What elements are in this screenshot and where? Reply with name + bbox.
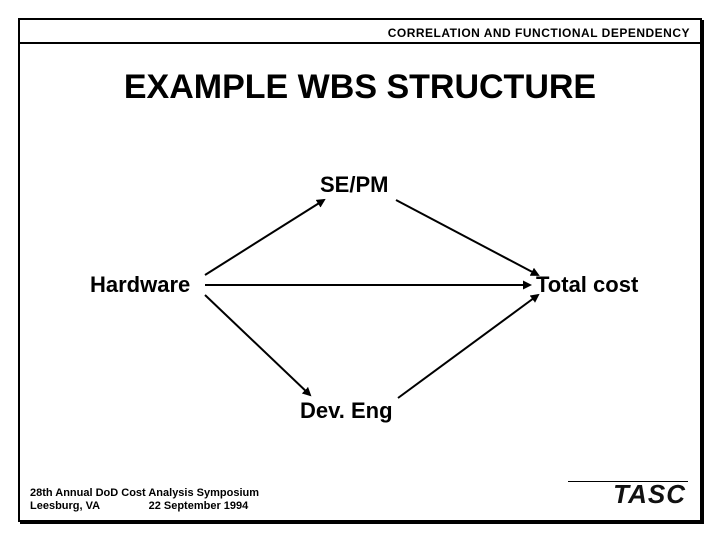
header-rule <box>20 42 700 44</box>
slide: CORRELATION AND FUNCTIONAL DEPENDENCY EX… <box>0 0 720 540</box>
footer-line2: Leesburg, VA 22 September 1994 <box>30 500 259 514</box>
logo-text: TASC <box>613 479 686 510</box>
header-label: CORRELATION AND FUNCTIONAL DEPENDENCY <box>388 26 690 40</box>
node-sepm: SE/PM <box>320 172 388 198</box>
node-total: Total cost <box>536 272 638 298</box>
footer: 28th Annual DoD Cost Analysis Symposium … <box>30 487 259 515</box>
node-hardware: Hardware <box>90 272 190 298</box>
slide-title: EXAMPLE WBS STRUCTURE <box>0 68 720 107</box>
node-deveng: Dev. Eng <box>300 398 393 424</box>
footer-line1: 28th Annual DoD Cost Analysis Symposium <box>30 487 259 501</box>
